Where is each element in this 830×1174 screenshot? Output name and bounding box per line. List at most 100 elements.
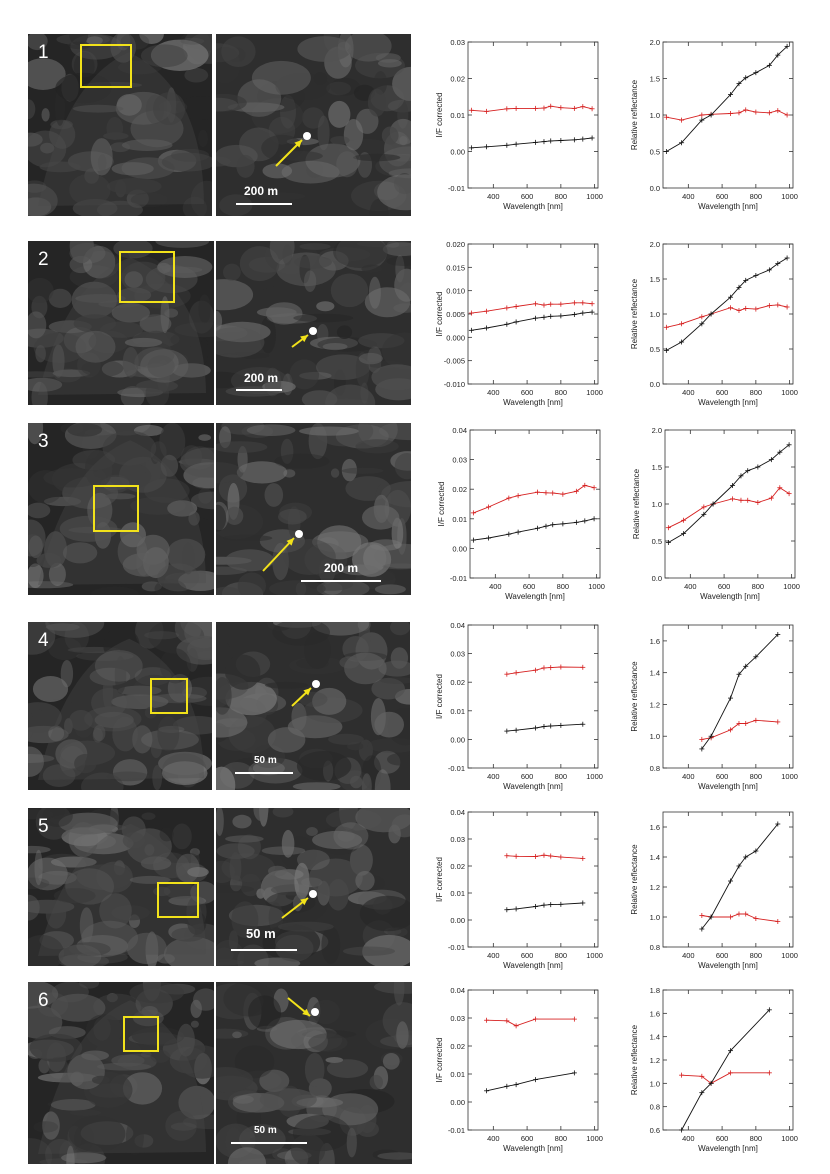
- y-tick-label: 1.2: [650, 700, 660, 709]
- series-line: [486, 1018, 575, 1027]
- x-tick-label: 400: [487, 772, 500, 781]
- x-tick-label: 1000: [586, 388, 603, 397]
- y-axis-label: I/F corrected: [435, 292, 444, 337]
- x-tick-label: 600: [521, 192, 534, 201]
- plot-frame: [664, 429, 796, 579]
- x-tick-label: 400: [487, 388, 500, 397]
- spectrum-chart: 0.8 1.0 1.2 1.4 1.6 400 600 800 1000 Wavelength […: [630, 811, 798, 970]
- context-image: 6: [28, 982, 214, 1164]
- y-tick-label: 0.04: [450, 808, 465, 817]
- x-tick-label: 800: [750, 772, 763, 781]
- series-line: [486, 1072, 575, 1092]
- plot-frame: [467, 811, 599, 948]
- y-tick-label: 1.5: [652, 463, 662, 472]
- x-tick-label: 800: [750, 951, 763, 960]
- x-axis-label: Wavelength [nm]: [698, 1144, 758, 1153]
- y-axis-label: I/F corrected: [435, 857, 444, 902]
- y-tick-label: 1.2: [650, 883, 660, 892]
- y-tick-label: 0.015: [446, 263, 465, 272]
- y-axis-label: I/F corrected: [435, 93, 444, 138]
- y-tick-label: 0.03: [450, 835, 465, 844]
- series: [663, 302, 790, 330]
- x-tick-label: 1000: [781, 1134, 798, 1143]
- x-tick-label: 1000: [586, 192, 603, 201]
- series-line: [681, 1072, 770, 1084]
- y-tick-label: 0.01: [450, 1070, 465, 1079]
- arrow-head: [300, 335, 308, 343]
- context-image: 4: [28, 622, 212, 790]
- series: [504, 852, 586, 861]
- y-tick-label: 1.4: [650, 1033, 660, 1042]
- closeup-image: 50 m: [216, 622, 410, 790]
- bright-spot: [309, 890, 317, 898]
- closeup-image: 200 m: [216, 423, 411, 595]
- y-axis-label: I/F corrected: [435, 674, 444, 719]
- x-tick-label: 1000: [781, 192, 798, 201]
- x-tick-label: 600: [521, 951, 534, 960]
- spectrum-chart: -0.01 0.00 0.01 0.02 0.03 0.04 400 600 800 1000 Wa…: [435, 986, 603, 1153]
- y-tick-label: 0.00: [450, 1098, 465, 1107]
- x-tick-label: 800: [750, 192, 763, 201]
- y-tick-label: 0.8: [650, 1103, 660, 1112]
- y-tick-label: 0.5: [650, 148, 660, 157]
- arrow-head: [302, 1008, 310, 1016]
- arrow-head: [300, 898, 308, 906]
- context-image: 2: [28, 241, 214, 405]
- y-tick-label: 0.6: [650, 1126, 660, 1135]
- y-tick-label: 0.0: [650, 380, 660, 389]
- series: [468, 103, 595, 114]
- region-box: [80, 44, 132, 88]
- x-axis-label: Wavelength [nm]: [698, 782, 758, 791]
- x-tick-label: 800: [555, 388, 568, 397]
- y-tick-label: 2.0: [650, 38, 660, 47]
- y-tick-label: 0.02: [450, 862, 465, 871]
- y-tick-label: 0.03: [450, 38, 465, 47]
- series: [665, 485, 792, 531]
- x-tick-label: 600: [521, 388, 534, 397]
- closeup-image: 50 m: [216, 808, 410, 966]
- series: [470, 516, 597, 543]
- series: [504, 721, 586, 734]
- y-tick-label: 0.8: [650, 764, 660, 773]
- y-tick-label: 0.010: [446, 287, 465, 296]
- plot-frame: [469, 429, 601, 579]
- x-tick-label: 600: [716, 772, 729, 781]
- y-axis-label: Relative reflectance: [630, 661, 639, 732]
- region-box: [93, 485, 139, 532]
- x-tick-label: 600: [716, 388, 729, 397]
- y-tick-label: 0.03: [452, 456, 467, 465]
- x-tick-label: 400: [489, 582, 502, 591]
- x-tick-label: 800: [750, 1134, 763, 1143]
- context-image: 1: [28, 34, 212, 216]
- y-tick-label: 1.0: [650, 111, 660, 120]
- series: [470, 482, 597, 516]
- scale-bar: [236, 389, 282, 391]
- y-tick-label: 0.0: [652, 574, 662, 583]
- x-tick-label: 1000: [781, 388, 798, 397]
- y-tick-label: 0.8: [650, 943, 660, 952]
- context-image: 5: [28, 808, 214, 966]
- y-tick-label: 1.6: [650, 637, 660, 646]
- plot-frame: [662, 41, 794, 189]
- y-tick-label: 0.03: [450, 1014, 465, 1023]
- scale-bar: [236, 203, 292, 205]
- series: [699, 821, 781, 932]
- x-axis-label: Wavelength [nm]: [698, 961, 758, 970]
- x-tick-label: 600: [716, 192, 729, 201]
- scale-label: 200 m: [324, 561, 359, 575]
- x-tick-label: 400: [682, 192, 695, 201]
- spectrum-chart: -0.01 0.00 0.01 0.02 0.03 400 600 800 1000 Wavele…: [435, 38, 603, 211]
- y-tick-label: 0.02: [450, 1042, 465, 1051]
- x-tick-label: 1000: [586, 772, 603, 781]
- bright-spot: [303, 132, 311, 140]
- spectrum-chart: -0.010 -0.005 0.000 0.005 0.010 0.015 0.020 400…: [435, 240, 603, 407]
- scale-label: 200 m: [244, 184, 279, 198]
- plot-frame: [467, 41, 599, 189]
- y-tick-label: 0.02: [450, 75, 465, 84]
- y-tick-label: 0.0: [650, 184, 660, 193]
- y-tick-label: 1.0: [650, 732, 660, 741]
- spectrum-chart: -0.01 0.00 0.01 0.02 0.03 0.04 400 600 800 1000 Wa…: [435, 621, 603, 791]
- y-tick-label: 0.03: [450, 650, 465, 659]
- bright-spot: [311, 1008, 319, 1016]
- plot-frame: [467, 624, 599, 769]
